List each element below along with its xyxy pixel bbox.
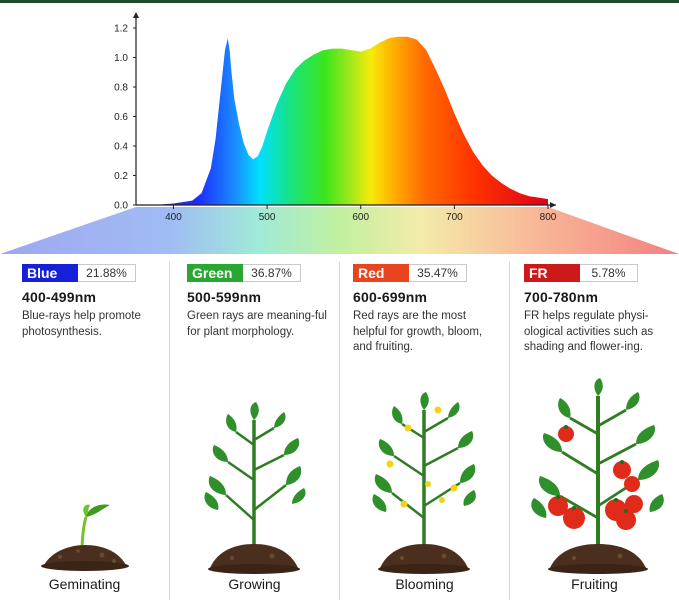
band-description: FR helps regulate physi-ological activit… [524, 310, 654, 353]
stage-caption-blooming: Blooming [395, 576, 454, 592]
band-name: FR [524, 264, 580, 282]
band-range: 400-499nm [22, 289, 97, 305]
germinating-plant-illustration [41, 504, 129, 571]
band-green: Green 36.87% 500-599nm Green rays are me… [187, 264, 347, 340]
band-badge: Green 36.87% [187, 264, 347, 282]
band-blue: Blue 21.88% 400-499nm Blue-rays help pro… [22, 264, 182, 340]
column-divider [169, 262, 170, 600]
band-percent: 21.88% [78, 264, 136, 282]
band-far-red: FR 5.78% 700-780nm FR helps regulate phy… [524, 264, 679, 356]
band-name: Green [187, 264, 243, 282]
band-badge: Red 35.47% [353, 264, 513, 282]
x-axis-arrow [550, 202, 556, 208]
y-tick-label: 0.4 [114, 142, 128, 153]
spectrum-area [154, 36, 548, 205]
fruiting-plant-illustration [531, 378, 664, 574]
stage-caption-germinating: Geminating [48, 576, 121, 592]
stage-caption-growing: Growing [228, 576, 281, 592]
band-percent: 5.78% [580, 264, 638, 282]
spectrum-chart: 400 500 600 700 800 0.0 0.2 0.4 0.6 0.8 1.0 1.2 [0, 12, 679, 254]
y-tick-label: 0.2 [114, 171, 128, 182]
blooming-plant-illustration [372, 392, 476, 574]
chart-axes: 400 500 600 700 800 0.0 0.2 0.4 0.6 0.8 1.0 1.2 [114, 12, 557, 223]
band-badge: FR 5.78% [524, 264, 679, 282]
y-axis-arrow [133, 12, 139, 18]
band-description: Red rays are the most helpful for growth… [353, 310, 483, 353]
band-description: Green rays are meaning-ful for plant mor… [187, 310, 327, 338]
y-tick-label: 0.6 [114, 112, 128, 123]
top-bar [0, 0, 679, 3]
column-divider [339, 262, 340, 600]
x-tick-label: 800 [540, 212, 557, 223]
x-tick-label: 500 [259, 212, 276, 223]
band-range: 500-599nm [187, 289, 262, 305]
x-tick-label: 600 [352, 212, 369, 223]
band-percent: 36.87% [243, 264, 301, 282]
spectrum-projection-fan [0, 207, 679, 254]
band-name: Blue [22, 264, 78, 282]
band-range: 600-699nm [353, 289, 428, 305]
growing-plant-illustration [204, 402, 306, 574]
band-range: 700-780nm [524, 289, 599, 305]
y-tick-label: 1.2 [114, 24, 128, 35]
x-tick-label: 700 [446, 212, 463, 223]
band-badge: Blue 21.88% [22, 264, 182, 282]
band-percent: 35.47% [409, 264, 467, 282]
y-tick-label: 0.0 [114, 201, 128, 212]
band-name: Red [353, 264, 409, 282]
band-description: Blue-rays help promote photosynthesis. [22, 310, 141, 338]
column-divider [509, 262, 510, 600]
band-red: Red 35.47% 600-699nm Red rays are the mo… [353, 264, 513, 356]
x-tick-label: 400 [165, 212, 182, 223]
stage-caption-fruiting: Fruiting [571, 576, 618, 592]
y-tick-label: 1.0 [114, 53, 128, 64]
y-tick-label: 0.8 [114, 83, 128, 94]
